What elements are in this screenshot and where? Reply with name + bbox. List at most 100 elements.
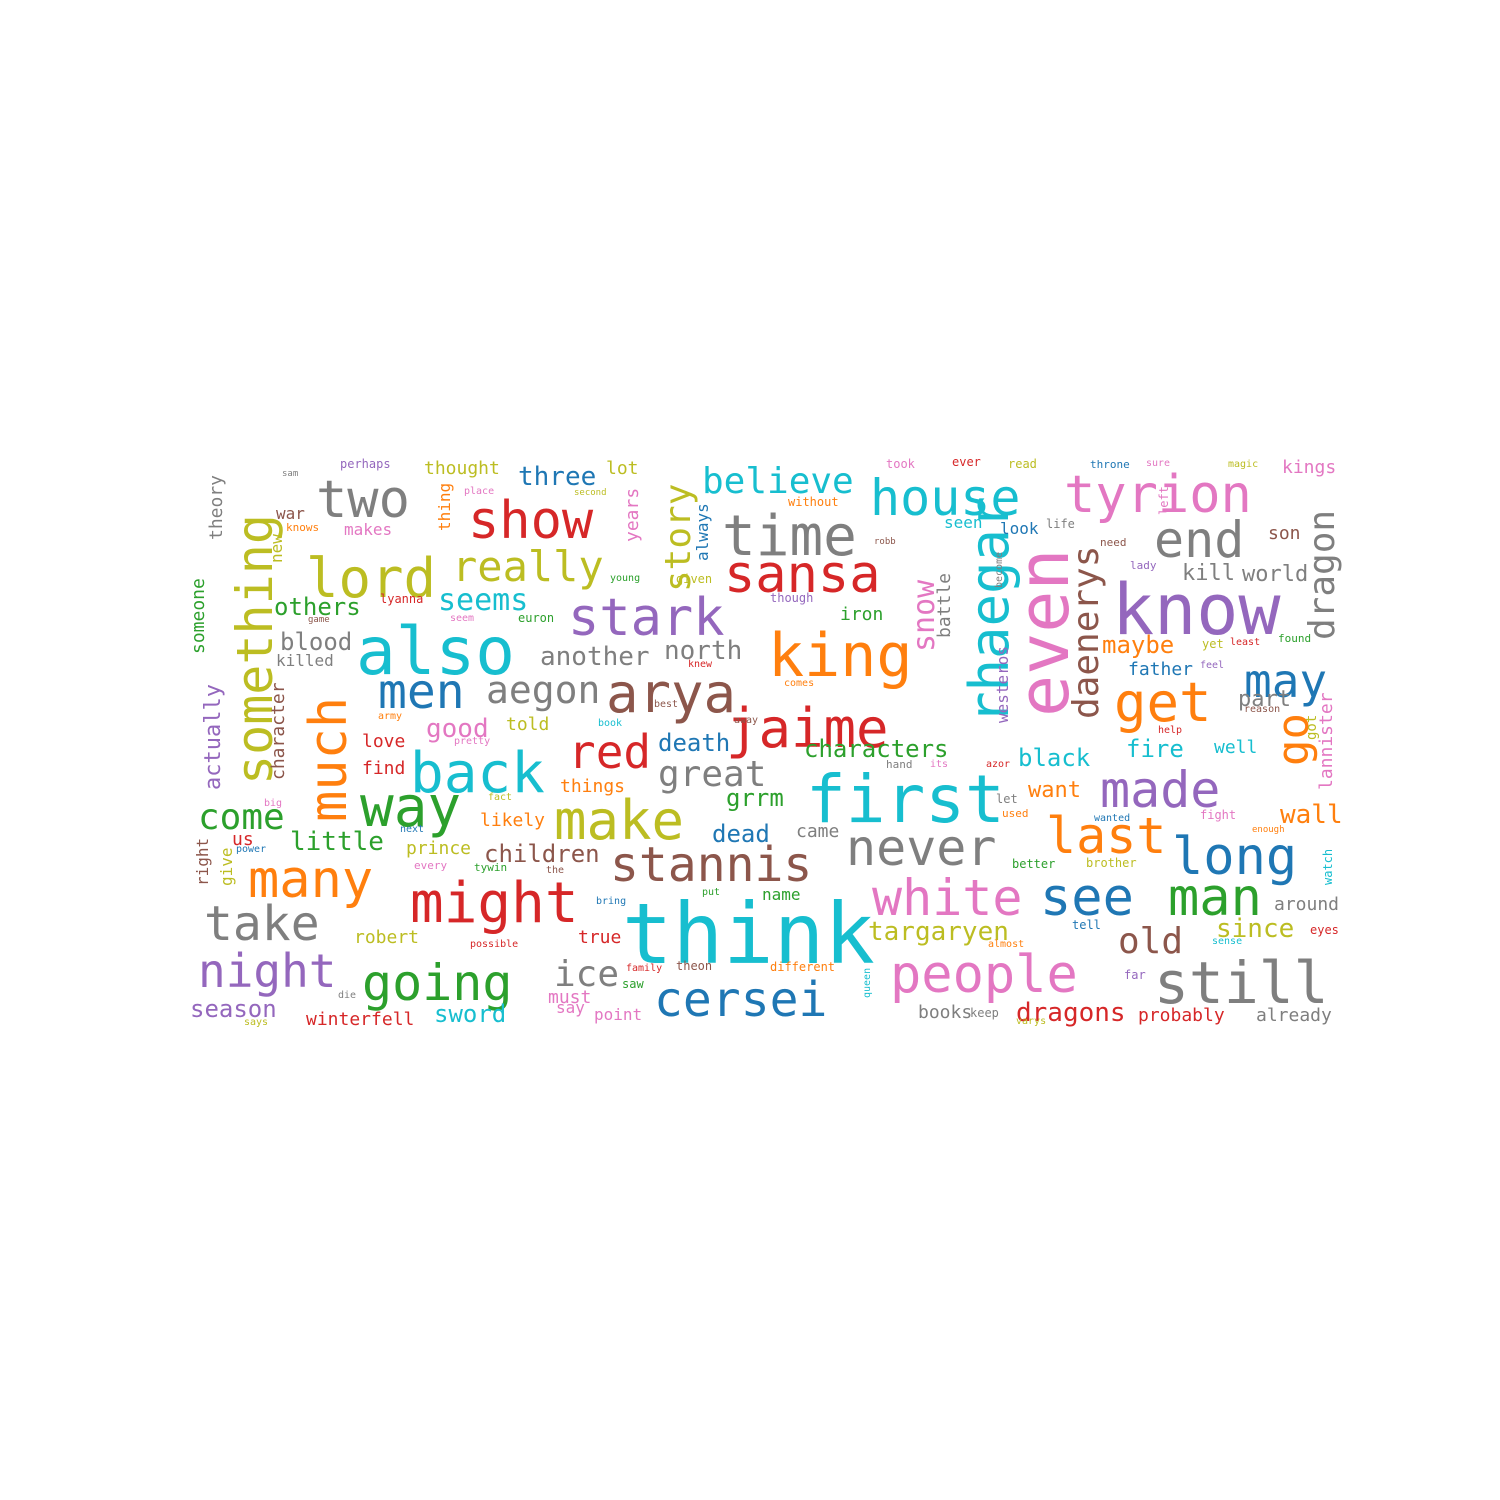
cloud-word-theory: theory: [206, 475, 227, 540]
cloud-word-theon: theon: [676, 959, 712, 973]
cloud-word-likely: likely: [480, 810, 545, 831]
cloud-word-old: old: [1118, 921, 1183, 962]
cloud-word-ever: ever: [952, 455, 981, 469]
cloud-word-fire: fire: [1126, 735, 1184, 763]
cloud-word-magic: magic: [1228, 459, 1258, 470]
cloud-word-bring: bring: [596, 896, 626, 907]
cloud-word-its: its: [930, 759, 948, 770]
cloud-word-azor: azor: [986, 759, 1010, 770]
cloud-word-game: game: [308, 615, 330, 625]
cloud-word-enough: enough: [1252, 825, 1285, 835]
cloud-word-jaime: jaime: [726, 697, 889, 760]
cloud-word-lady: lady: [1130, 559, 1157, 572]
cloud-word-knew: knew: [688, 659, 713, 670]
cloud-word-end: end: [1154, 511, 1244, 569]
cloud-word-may: may: [1244, 654, 1327, 708]
cloud-word-say: say: [556, 998, 585, 1017]
cloud-word-take: take: [204, 896, 320, 952]
cloud-word-told: told: [506, 714, 549, 735]
cloud-word-watch: watch: [1321, 849, 1335, 885]
cloud-word-tell: tell: [1072, 918, 1101, 932]
cloud-word-look: look: [1000, 519, 1039, 538]
cloud-word-almost: almost: [988, 939, 1024, 950]
cloud-word-left: left: [1157, 486, 1171, 515]
cloud-word-perhaps: perhaps: [340, 457, 391, 471]
cloud-word-the: the: [546, 865, 564, 876]
cloud-word-possible: possible: [470, 939, 518, 950]
cloud-word-two: two: [316, 470, 410, 530]
cloud-word-part: part: [1238, 687, 1291, 712]
cloud-word-way: way: [360, 775, 461, 840]
cloud-word-thing: thing: [435, 483, 454, 531]
cloud-word-last: last: [1046, 807, 1166, 865]
cloud-word-iron: iron: [840, 604, 883, 625]
cloud-word-find: find: [362, 758, 405, 779]
cloud-word-euron: euron: [518, 611, 554, 625]
cloud-word-even: even: [1003, 548, 1085, 717]
cloud-word-book: book: [598, 718, 622, 729]
cloud-word-die: die: [338, 990, 356, 1001]
cloud-word-sansa: sansa: [724, 545, 881, 605]
cloud-word-kings: kings: [1282, 457, 1336, 478]
cloud-word-blood: blood: [280, 628, 352, 656]
cloud-word-books: books: [918, 1002, 972, 1023]
cloud-word-see: see: [1040, 868, 1134, 928]
cloud-word-character: character: [268, 682, 289, 780]
cloud-word-kill: kill: [1182, 561, 1235, 586]
cloud-word-fight: fight: [1200, 808, 1236, 822]
cloud-word-young: young: [610, 573, 640, 584]
cloud-word-sure: sure: [1146, 458, 1170, 469]
cloud-word-story: story: [658, 484, 699, 592]
cloud-word-ice: ice: [554, 954, 619, 995]
cloud-word-came: came: [796, 821, 839, 842]
cloud-word-rhaegar: rhaegar: [958, 496, 1021, 724]
cloud-word-son: son: [1268, 523, 1301, 544]
cloud-word-much: much: [299, 697, 359, 822]
cloud-word-sam: sam: [282, 469, 298, 479]
cloud-word-found: found: [1278, 632, 1311, 645]
cloud-word-time: time: [722, 504, 857, 569]
cloud-word-feel: feel: [1200, 660, 1224, 671]
cloud-word-many: many: [248, 850, 373, 910]
cloud-word-night: night: [198, 944, 336, 998]
cloud-word-love: love: [362, 731, 405, 752]
cloud-word-black: black: [1018, 744, 1091, 772]
cloud-word-need: need: [1100, 536, 1127, 549]
cloud-word-put: put: [702, 887, 720, 898]
cloud-word-something: something: [226, 514, 284, 785]
cloud-word-wall: wall: [1280, 800, 1343, 830]
cloud-word-dead: dead: [712, 820, 770, 848]
cloud-word-characters: characters: [804, 735, 949, 763]
cloud-word-lot: lot: [606, 458, 639, 479]
cloud-word-says: says: [244, 1017, 268, 1028]
cloud-word-tyrion: tyrion: [1064, 465, 1252, 525]
cloud-word-saw: saw: [622, 977, 644, 991]
cloud-word-three: three: [518, 462, 596, 492]
cloud-word-targaryen: targaryen: [868, 917, 1009, 947]
cloud-word-others: others: [274, 593, 361, 621]
cloud-word-every: every: [414, 859, 447, 872]
cloud-word-probably: probably: [1138, 1005, 1225, 1026]
cloud-word-life: life: [1046, 517, 1075, 531]
cloud-word-stannis: stannis: [610, 837, 812, 893]
cloud-word-grrm: grrm: [726, 784, 784, 812]
cloud-word-robb: robb: [874, 537, 896, 547]
cloud-word-lord: lord: [306, 547, 436, 610]
cloud-word-point: point: [594, 1005, 642, 1024]
cloud-word-pretty: pretty: [454, 736, 490, 747]
cloud-word-aegon: aegon: [486, 668, 600, 712]
cloud-word-winterfell: winterfell: [306, 1009, 414, 1030]
cloud-word-family: family: [626, 963, 662, 974]
cloud-word-right: right: [193, 838, 212, 886]
cloud-word-yet: yet: [1202, 637, 1224, 651]
cloud-word-better: better: [1012, 857, 1055, 871]
cloud-word-go: go: [1268, 713, 1319, 766]
cloud-word-place: place: [464, 486, 494, 497]
cloud-word-though: though: [770, 591, 813, 605]
cloud-word-already: already: [1256, 1005, 1332, 1026]
cloud-word-know: know: [1112, 569, 1281, 651]
cloud-word-father: father: [1128, 659, 1193, 680]
cloud-word-good: good: [426, 714, 489, 744]
cloud-word-keep: keep: [970, 1006, 999, 1020]
